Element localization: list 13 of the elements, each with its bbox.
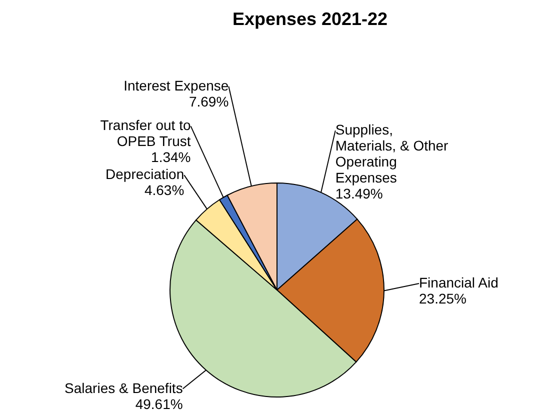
- data-label: 4.63%: [144, 182, 184, 198]
- chart-title: Expenses 2021-22: [232, 9, 388, 29]
- slice-label: Interest Expense: [124, 77, 229, 94]
- slice-label: Depreciation: [106, 166, 184, 182]
- data-label: 23.25%: [418, 290, 466, 307]
- slice-label: Salaries & Benefits: [64, 380, 183, 396]
- data-label: 7.69%: [188, 93, 229, 110]
- data-label: 1.34%: [151, 149, 191, 166]
- slice-label: Supplies, Materials, & Other Operating Expenses: [335, 122, 449, 186]
- data-label: 49.61%: [135, 396, 183, 412]
- data-label: 13.49%: [335, 186, 383, 202]
- slice-label: Financial Aid: [418, 274, 498, 291]
- slice-label: Transfer out to OPEB Trust: [100, 117, 191, 150]
